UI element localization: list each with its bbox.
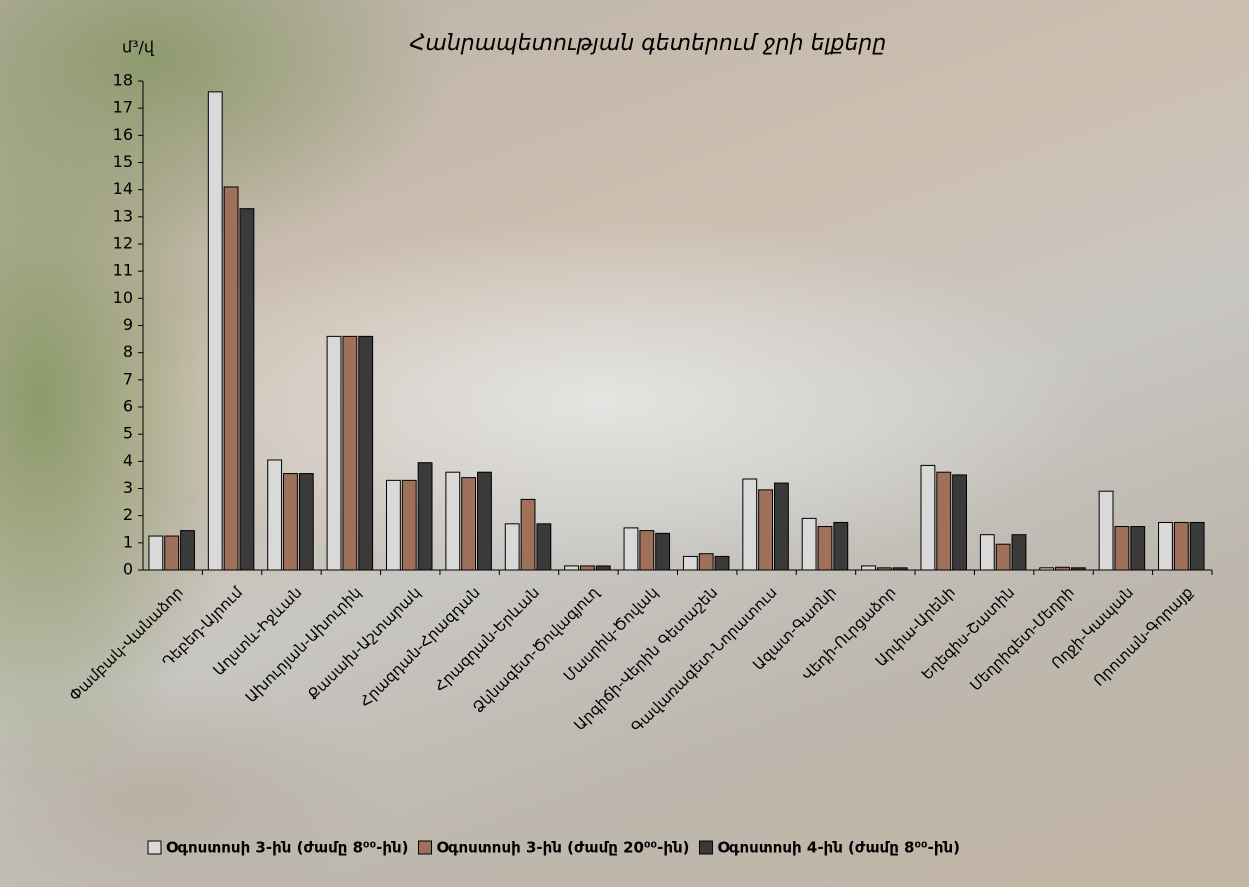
bar — [401, 479, 417, 571]
y-tick-label: 8 — [123, 342, 133, 361]
bar — [342, 335, 358, 571]
y-tick-label: 3 — [123, 478, 133, 497]
bar — [833, 521, 849, 571]
bar — [774, 482, 789, 571]
legend-label: Օգոստոսի 3-ին (ժամը 20⁰⁰-ին) — [437, 839, 690, 857]
bar — [1130, 526, 1146, 571]
bar — [892, 567, 908, 571]
y-tick-label: 7 — [123, 369, 133, 388]
y-tick-label: 15 — [113, 152, 133, 171]
y-tick-label: 4 — [123, 451, 133, 470]
bar — [223, 186, 239, 571]
bar — [461, 477, 477, 571]
y-tick-label: 12 — [113, 234, 133, 253]
bar — [1055, 566, 1070, 571]
bar — [698, 553, 714, 571]
bar — [385, 479, 401, 571]
bar — [655, 532, 671, 571]
bar — [417, 462, 433, 571]
y-tick-label: 6 — [123, 397, 133, 416]
x-tick-label: Հրազդան-Հրազդան — [356, 583, 484, 711]
bar — [876, 567, 892, 571]
bar — [536, 523, 552, 571]
legend-swatch — [698, 840, 713, 855]
bar — [239, 208, 255, 571]
bar — [579, 565, 595, 571]
legend-swatch — [147, 840, 162, 855]
bar — [477, 471, 492, 571]
x-tick-label: Մեղրիգետ-Մեղրի — [966, 583, 1077, 694]
bar — [639, 530, 655, 571]
bar — [1070, 567, 1086, 571]
bar — [445, 471, 461, 571]
bar — [952, 474, 968, 571]
bar — [995, 543, 1011, 571]
bar — [1158, 521, 1173, 571]
y-tick-label: 14 — [113, 179, 133, 198]
bar — [714, 555, 730, 571]
bar — [164, 535, 180, 571]
y-tick-label: 5 — [123, 424, 133, 443]
bar — [758, 489, 774, 571]
x-tick-label: Քասախ-Աշտարակ — [304, 583, 424, 703]
bar — [267, 459, 283, 571]
bar — [1039, 567, 1055, 571]
bar — [1098, 490, 1114, 571]
bar — [298, 473, 314, 571]
bar — [207, 91, 223, 571]
x-tick-label: Հրազդան-Երևան — [431, 583, 543, 695]
bar — [358, 335, 374, 571]
y-tick-label: 13 — [113, 206, 133, 225]
y-tick-label: 17 — [113, 98, 133, 117]
y-tick-label: 2 — [123, 505, 133, 524]
y-tick-label: 11 — [113, 261, 133, 280]
bar — [979, 534, 995, 571]
y-axis-label: մ³/վ — [122, 38, 155, 57]
chart-title: Հանրապետության գետերում ջրի ելքերը — [410, 31, 887, 56]
bar — [623, 527, 639, 571]
bar — [682, 555, 698, 571]
bar — [180, 530, 195, 571]
bar — [326, 335, 342, 571]
y-tick-label: 10 — [113, 288, 133, 307]
bar — [801, 517, 817, 571]
x-tick-label: Ախուրյան-Ախուրիկ — [242, 583, 365, 706]
y-tick-label: 18 — [113, 71, 133, 90]
x-tick-label: Փամբակ-Վանաձոր — [65, 583, 186, 704]
bar — [742, 478, 758, 571]
bar — [1114, 526, 1130, 571]
bar — [817, 526, 833, 571]
bar — [1173, 521, 1189, 571]
legend-label: Օգոստոսի 3-ին (ժամը 8⁰⁰-ին) — [166, 839, 409, 857]
legend-label: Օգոստոսի 4-ին (ժամը 8⁰⁰-ին) — [717, 839, 960, 857]
y-tick-label: 9 — [123, 315, 133, 334]
bar — [920, 464, 936, 571]
x-tick-label: Որոտան-Գորայք — [1090, 583, 1197, 690]
y-tick-label: 0 — [123, 560, 133, 579]
legend-swatch — [418, 840, 433, 855]
y-tick-label: 1 — [123, 532, 133, 551]
bar — [1011, 534, 1027, 571]
bar — [595, 565, 611, 571]
bar — [861, 565, 876, 571]
y-tick-label: 16 — [113, 125, 133, 144]
bar — [283, 473, 298, 571]
bar — [504, 523, 520, 571]
bar — [148, 535, 164, 571]
bar — [936, 471, 952, 571]
bar — [564, 565, 579, 571]
bar — [520, 498, 536, 571]
bar — [1189, 521, 1205, 571]
